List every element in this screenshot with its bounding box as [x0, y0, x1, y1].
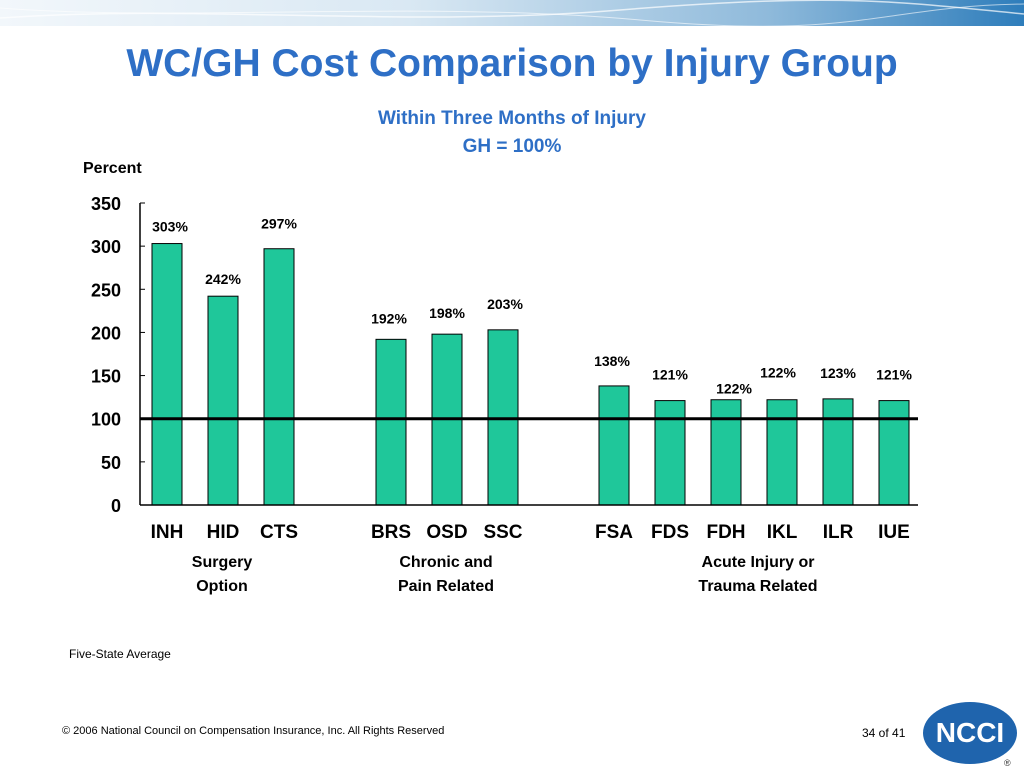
bar-chart: Percent 0 50 100 150 200 250 300 350 303% INH 242% H…	[83, 160, 918, 595]
group-label-line2: Option	[196, 578, 248, 595]
y-tick-label: 50	[101, 453, 121, 473]
group-label-line1: Acute Injury or	[702, 554, 815, 571]
y-tick-label: 350	[91, 194, 121, 214]
bar-brs	[375, 338, 407, 506]
bar-fsa	[598, 385, 630, 506]
x-tick-label: FDH	[706, 522, 745, 543]
data-label: 121%	[652, 367, 688, 383]
chart-subtitle-line1: Within Three Months of Injury	[378, 108, 646, 129]
y-tick-label: 300	[91, 237, 121, 257]
x-tick-label: HID	[207, 522, 240, 543]
data-label: 138%	[594, 353, 630, 369]
y-axis-label: Percent	[83, 160, 142, 177]
y-tick-label: 0	[111, 496, 121, 516]
header-wave-decoration	[0, 0, 1024, 26]
bar-inh	[151, 243, 183, 506]
x-tick-label: INH	[151, 522, 184, 543]
logo-text: NCCI	[936, 717, 1004, 748]
header-band	[0, 0, 1024, 26]
group-label-line1: Chronic and	[399, 554, 492, 571]
data-label: 122%	[760, 365, 796, 381]
data-label: 297%	[261, 216, 297, 232]
data-label: 192%	[371, 310, 407, 326]
bar-ikl	[766, 399, 798, 506]
data-label: 203%	[487, 296, 523, 312]
bar-cts	[263, 248, 295, 506]
bar-iue	[878, 400, 910, 506]
group-label-line1: Surgery	[192, 554, 253, 571]
x-tick-label: FSA	[595, 522, 633, 543]
data-label: 198%	[429, 305, 465, 321]
x-tick-label: IUE	[878, 522, 910, 543]
y-tick-label: 200	[91, 323, 121, 343]
logo-registered-mark: ®	[1004, 758, 1011, 768]
x-tick-label: OSD	[426, 522, 467, 543]
bar-ilr	[822, 398, 854, 506]
bar-fds	[654, 400, 686, 506]
group-label-line2: Pain Related	[398, 578, 494, 595]
data-label: 123%	[820, 365, 856, 381]
group-label-line2: Trauma Related	[698, 578, 817, 595]
bar-hid	[207, 295, 239, 506]
x-tick-label: FDS	[651, 522, 689, 543]
x-tick-label: BRS	[371, 522, 411, 543]
chart-subtitle-line2: GH = 100%	[462, 136, 562, 157]
copyright-notice: © 2006 National Council on Compensation …	[62, 725, 445, 737]
page-number: 34 of 41	[862, 726, 906, 740]
bar-fdh	[710, 399, 742, 506]
y-tick-label: 100	[91, 410, 121, 430]
footnote: Five-State Average	[69, 647, 171, 661]
data-label: 303%	[152, 219, 188, 235]
ncci-logo: NCCI ®	[923, 702, 1017, 768]
x-tick-label: CTS	[260, 522, 298, 543]
data-label: 121%	[876, 367, 912, 383]
x-tick-label: IKL	[767, 522, 798, 543]
x-tick-label: SSC	[483, 522, 522, 543]
slide-title: WC/GH Cost Comparison by Injury Group	[126, 42, 898, 85]
y-tick-label: 250	[91, 280, 121, 300]
data-label: 242%	[205, 271, 241, 287]
y-tick-label: 150	[91, 367, 121, 387]
x-tick-label: ILR	[823, 522, 854, 543]
data-label: 122%	[716, 381, 752, 397]
